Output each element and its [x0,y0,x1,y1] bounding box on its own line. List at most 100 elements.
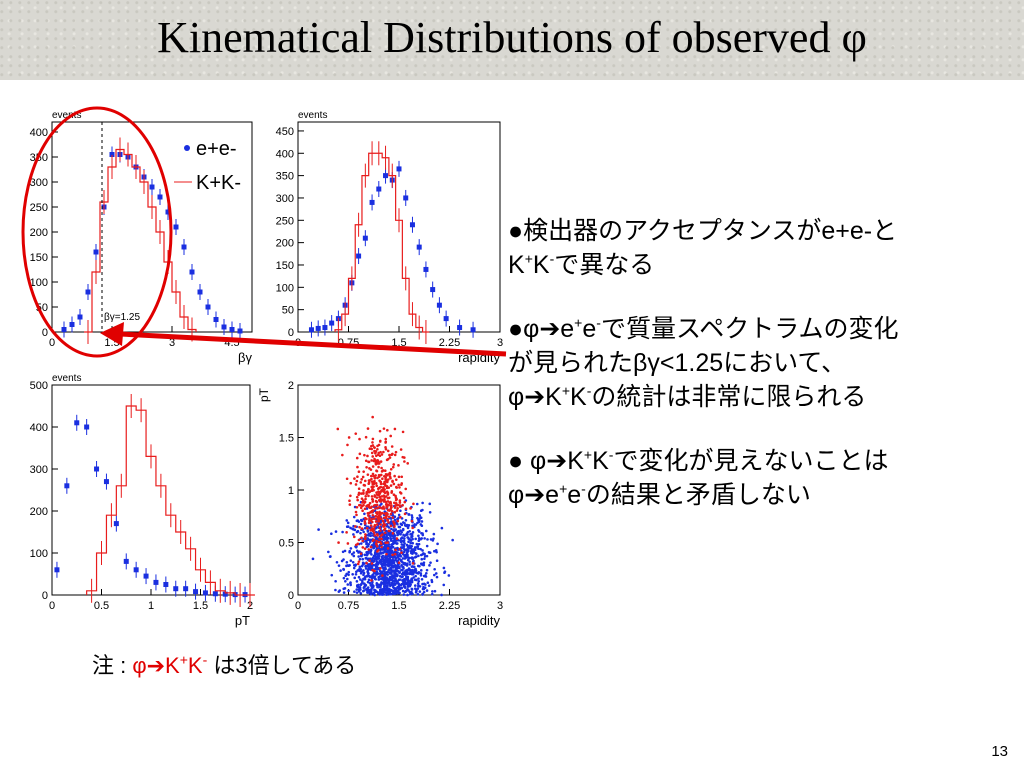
ee-data-point [165,209,171,215]
ee-scatter-point [364,557,368,560]
kk-scatter-point [380,466,383,470]
page-number: 13 [991,743,1008,760]
kk-scatter-point [375,469,378,473]
kk-scatter-point [411,526,414,530]
kk-scatter-point [358,452,362,456]
ee-scatter-point [394,567,398,571]
y-tick-label: 100 [30,548,48,560]
y-tick-label: 400 [30,422,48,434]
kk-scatter-point [393,453,397,457]
kk-scatter-point [390,445,394,448]
y-axis-label: pT [257,387,271,402]
kk-scatter-point [374,454,378,458]
ee-scatter-point [384,567,387,571]
kk-scatter-point [393,506,397,509]
kk-scatter-point [353,477,356,480]
bullet-text: K [592,447,609,475]
ee-data-point [157,194,163,200]
kk-scatter-point [378,495,381,499]
kk-scatter-point [385,505,388,509]
kk-scatter-point [371,482,374,486]
ee-scatter-point [397,578,401,582]
ee-data-point [356,253,362,259]
kk-scatter-point [401,430,405,434]
ee-scatter-point [359,592,363,595]
kk-scatter-point [379,529,382,532]
ee-scatter-point [344,579,347,583]
kk-scatter-point [371,500,375,503]
bullet-text: で変化が見えないことは [613,447,889,475]
ee-scatter-point [410,556,414,559]
plot-frame [51,121,253,333]
bullet-marker: ● [508,447,524,475]
ee-scatter-point [404,518,408,522]
ee-scatter-point [346,525,350,528]
kk-scatter-point [378,440,382,443]
ee-scatter-point [398,525,402,529]
ee-scatter-point [373,577,377,581]
kk-scatter-point [362,503,365,507]
kk-scatter-point [391,480,394,483]
ee-scatter-point [414,537,417,541]
ee-scatter-point [358,557,362,561]
ee-scatter-point [408,560,411,564]
kk-scatter-point [386,518,390,522]
bullet-acceptance: ●検出器のアクセプタンスがe+e-と K+K-で異なる [508,214,1018,282]
kk-scatter-point [377,473,381,477]
kk-scatter-point [382,505,385,508]
kk-scatter-point [391,532,395,535]
ee-scatter-point [376,585,379,589]
ee-scatter-point [432,532,436,536]
kk-scatter-point [364,537,367,540]
ee-scatter-point [400,575,404,579]
y-tick-label: 350 [276,171,294,183]
ee-scatter-point [367,543,370,546]
kk-scatter-point [368,447,372,451]
kk-scatter-point [380,470,384,473]
kk-scatter-point [373,525,377,528]
ee-scatter-point [342,567,345,571]
kk-scatter-point [370,579,373,582]
x-tick-label: 0 [49,337,55,349]
kk-scatter-point [383,469,387,473]
kk-scatter-point [346,443,349,447]
ee-scatter-point [410,551,413,555]
ee-scatter-point [400,549,403,553]
y-tick-label: 0 [42,590,48,602]
ee-scatter-point [411,568,414,572]
kk-scatter-point [380,517,383,520]
ee-scatter-point [417,554,420,558]
kk-scatter-point [374,520,378,523]
kk-scatter-point [403,500,407,504]
kk-scatter-point [379,567,382,570]
ee-scatter-point [407,579,410,583]
ee-scatter-point [366,580,370,584]
ee-scatter-point [443,571,446,575]
kk-scatter-point [367,487,370,491]
y-tick-label: 0 [288,327,294,339]
ee-scatter-point [352,533,355,536]
kk-scatter-point [341,453,344,457]
ee-scatter-point [352,528,355,531]
ee-scatter-point [408,563,412,566]
ee-scatter-point [412,570,415,574]
bullet-text: の結果と矛盾しない [585,481,811,509]
kk-scatter-point [376,515,379,519]
kk-scatter-point [384,447,388,451]
ee-scatter-point [401,521,405,524]
bullet-text: で異なる [554,251,655,279]
ee-scatter-point [432,573,436,577]
arrow-head [100,322,124,346]
ee-scatter-point [396,589,400,593]
ee-data-point [133,567,139,573]
y-tick-label: 200 [30,506,48,518]
kk-scatter-point [393,427,397,431]
ee-scatter-point [366,586,370,589]
ee-scatter-point [440,526,444,530]
ee-scatter-point [371,581,374,584]
ee-scatter-point [396,531,400,535]
kk-histogram-line [84,148,197,333]
ee-scatter-point [391,582,395,586]
ee-scatter-point [394,577,397,581]
kk-scatter-point [411,562,415,565]
